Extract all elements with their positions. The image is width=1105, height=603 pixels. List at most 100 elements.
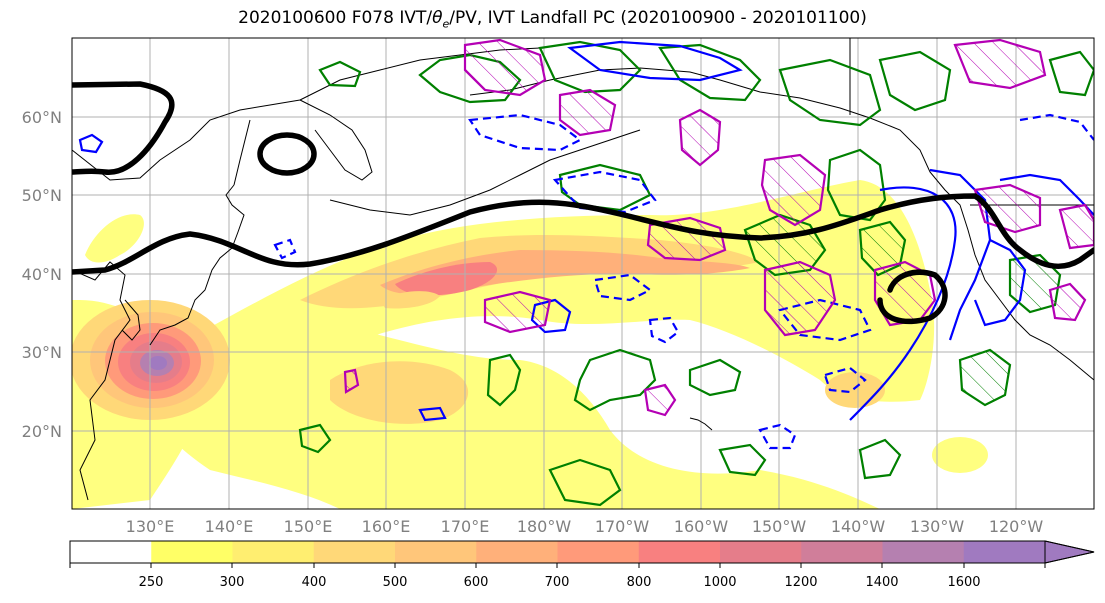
pc-contour-main bbox=[72, 193, 1094, 275]
pc-contour-east-loop bbox=[877, 269, 948, 325]
pv-contour-10 bbox=[873, 260, 937, 327]
lon-label: 150°W bbox=[752, 517, 807, 536]
green-contour-6 bbox=[558, 163, 652, 212]
lon-label: 140°W bbox=[831, 517, 886, 536]
colorbar-tick-label: 700 bbox=[545, 575, 570, 590]
lon-label: 180°W bbox=[517, 517, 572, 536]
ivt-shading bbox=[72, 180, 988, 509]
blue-dashed-4 bbox=[648, 316, 680, 344]
blue-dashed-3 bbox=[593, 273, 653, 302]
coast-kamchatka bbox=[299, 99, 373, 181]
green-contour-10 bbox=[486, 353, 522, 407]
blue-dashed-6 bbox=[1019, 113, 1094, 141]
pc-contour-kamchatka-loop bbox=[257, 132, 317, 176]
green-contour-7 bbox=[318, 60, 362, 88]
colorbar-tick-label: 1600 bbox=[947, 575, 980, 590]
colorbar-cell bbox=[720, 541, 802, 563]
green-contour-9 bbox=[688, 358, 742, 397]
lat-label: 20°N bbox=[22, 422, 62, 441]
ivt-region-band-core bbox=[395, 262, 498, 296]
coast-okhotsk bbox=[72, 99, 301, 181]
colorbar-tick-label: 250 bbox=[139, 575, 164, 590]
ivt-patch-far-east bbox=[932, 437, 988, 473]
colorbar-tick-label: 400 bbox=[302, 575, 327, 590]
map-title: 2020100600 F078 IVT/θe/PV, IVT Landfall … bbox=[0, 8, 1105, 30]
green-contour-3 bbox=[658, 43, 762, 102]
pv-contour-12 bbox=[973, 183, 1042, 234]
blue-contour-8 bbox=[973, 239, 1027, 327]
ivt-region-nw-patch bbox=[380, 291, 440, 309]
colorbar-cell bbox=[963, 541, 1046, 563]
pv-contour-9 bbox=[343, 368, 360, 394]
pv-contour-13 bbox=[1048, 282, 1087, 322]
green-contour-16 bbox=[548, 458, 622, 507]
colorbar-ticks bbox=[69, 563, 1046, 568]
colorbar-cell bbox=[395, 541, 477, 563]
colorbar-tick-label: 500 bbox=[383, 575, 408, 590]
longitude-labels: 130°E 140°E 150°E 160°E 170°E 180°W 170°… bbox=[126, 517, 1044, 536]
colorbar-cell bbox=[151, 541, 233, 563]
pv-contour-8 bbox=[643, 383, 677, 417]
colorbar-tick-label: 800 bbox=[627, 575, 652, 590]
blue-contour-1 bbox=[78, 133, 104, 154]
colorbar-tick-label: 300 bbox=[220, 575, 245, 590]
landfall-pc-contours bbox=[72, 81, 1094, 325]
pc-contour-northwest bbox=[72, 81, 175, 175]
coast-japan bbox=[149, 184, 245, 346]
islands-hawaii bbox=[689, 417, 713, 431]
colorbar-cell bbox=[232, 541, 315, 563]
blue-dashed-1 bbox=[468, 113, 583, 152]
colorbar-tick-label: 1000 bbox=[703, 575, 736, 590]
green-contour-5 bbox=[878, 50, 952, 112]
green-contour-14 bbox=[958, 348, 1012, 407]
blue-dashed-5 bbox=[758, 423, 797, 450]
colorbar-tick-label: 1400 bbox=[865, 575, 898, 590]
lon-label: 160°W bbox=[674, 517, 729, 536]
green-contour-19 bbox=[298, 423, 332, 454]
pv-contour-5 bbox=[760, 153, 827, 227]
green-contour-8 bbox=[573, 348, 657, 412]
green-contour-18 bbox=[858, 438, 902, 480]
pv-contour-11 bbox=[953, 38, 1047, 90]
pv-contour-1 bbox=[463, 38, 547, 97]
lon-label: 170°E bbox=[441, 517, 490, 536]
colorbar-tick-label: 1200 bbox=[784, 575, 817, 590]
colorbar-cell bbox=[882, 541, 965, 563]
green-contour-17 bbox=[718, 443, 767, 477]
colorbar-cell bbox=[476, 541, 558, 563]
colorbar-cell bbox=[70, 541, 152, 563]
colorbar: 250 300 400 500 600 700 800 1000 1200 14… bbox=[69, 540, 1095, 590]
colorbar-cell bbox=[557, 541, 640, 563]
lat-label: 40°N bbox=[22, 265, 62, 284]
typhoon-ivt-7 bbox=[149, 356, 167, 370]
lon-label: 120°W bbox=[989, 517, 1044, 536]
colorbar-cells bbox=[70, 541, 1046, 563]
ivt-region-kamchatka bbox=[85, 214, 144, 263]
coastlines bbox=[72, 38, 1094, 501]
lon-label: 130°W bbox=[910, 517, 965, 536]
coast-sakhalin bbox=[233, 119, 251, 186]
lon-label: 170°W bbox=[595, 517, 650, 536]
lon-label: 130°E bbox=[126, 517, 175, 536]
title-theta: θ bbox=[432, 8, 443, 28]
title-prefix: 2020100600 F078 IVT/ bbox=[238, 8, 433, 28]
colorbar-outline bbox=[69, 540, 1095, 564]
map-frame bbox=[71, 37, 1095, 510]
title-subscript: e bbox=[442, 17, 450, 31]
coast-aleutians bbox=[329, 129, 641, 216]
green-contour-4 bbox=[778, 58, 882, 127]
map-content bbox=[72, 38, 1094, 509]
pv-contour-6 bbox=[763, 260, 837, 337]
pv-contour-7 bbox=[483, 290, 552, 334]
coast-alaska bbox=[469, 67, 1094, 381]
lon-label: 160°E bbox=[362, 517, 411, 536]
pv-contours bbox=[343, 38, 1094, 417]
colorbar-cell bbox=[801, 541, 883, 563]
blue-dashed-8 bbox=[823, 366, 867, 394]
title-suffix: /PV, IVT Landfall PC (2020100900 - 20201… bbox=[449, 8, 867, 28]
pv-contour-14 bbox=[1058, 203, 1094, 250]
coast-korea bbox=[121, 299, 141, 341]
blue-contour-2 bbox=[567, 40, 743, 82]
pv-contour-2 bbox=[558, 88, 617, 137]
